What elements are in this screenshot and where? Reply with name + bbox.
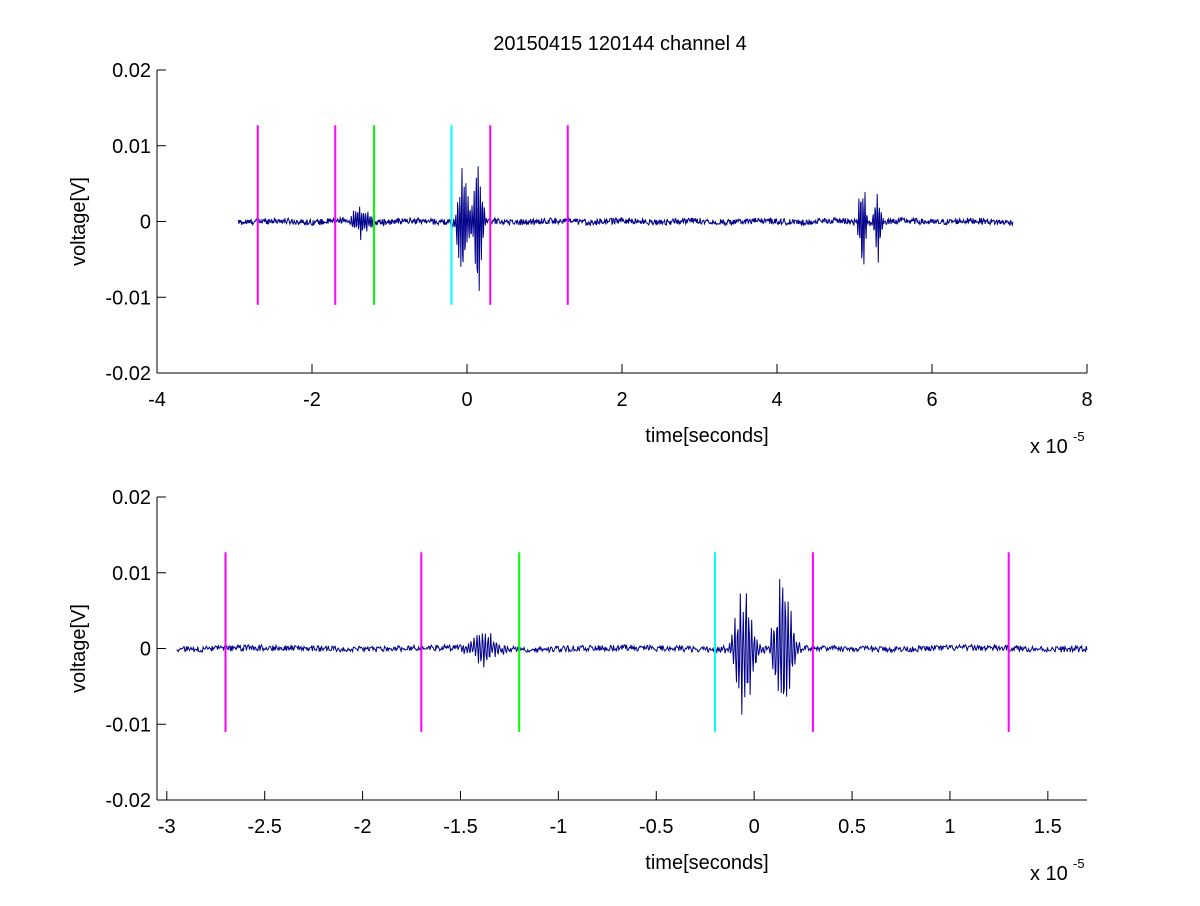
y-tick-label: 0.02 [112, 487, 151, 509]
x-axis-label: time[seconds] [645, 852, 768, 874]
x-exponent: -5 [1073, 429, 1085, 444]
x-tick-label: -2.5 [247, 816, 281, 838]
y-tick-label: -0.01 [105, 287, 151, 309]
x-exponent: -5 [1073, 856, 1085, 871]
x-tick-label: -2 [303, 389, 321, 411]
x-tick-label: 6 [926, 389, 937, 411]
y-axis-label: voltage[V] [68, 177, 90, 266]
x-tick-label: 0 [749, 816, 760, 838]
x-exponent-label: x 10 [1030, 863, 1068, 885]
x-tick-label: 1.5 [1034, 816, 1062, 838]
x-exponent-label: x 10 [1030, 436, 1068, 458]
x-tick-label: 1 [944, 816, 955, 838]
x-tick-label: -2 [354, 816, 372, 838]
series-line [237, 166, 1014, 291]
x-tick-label: 8 [1081, 389, 1092, 411]
x-tick-label: -4 [148, 389, 166, 411]
x-axis-label: time[seconds] [645, 425, 768, 447]
chart-title: 20150415 120144 channel 4 [493, 33, 747, 55]
y-tick-label: -0.02 [105, 790, 151, 812]
x-tick-label: -0.5 [639, 816, 673, 838]
y-tick-label: 0 [140, 639, 151, 661]
y-tick-label: -0.02 [105, 363, 151, 385]
x-tick-label: 4 [771, 389, 782, 411]
y-tick-label: 0.01 [112, 563, 151, 585]
x-tick-label: -3 [158, 816, 176, 838]
y-tick-label: 0.01 [112, 136, 151, 158]
x-tick-label: -1 [549, 816, 567, 838]
axes-bottom: -0.02 -0.01 0 0.01 0.02 -3 -2.5 -2 -1.5 -1 -0.5 0 0.… [68, 487, 1088, 885]
y-tick-label: 0 [140, 212, 151, 234]
y-tick-label: -0.01 [105, 714, 151, 736]
y-tick-label: 0.02 [112, 60, 151, 82]
x-tick-label: 0 [461, 389, 472, 411]
axes-top: -0.02 -0.01 0 0.01 0.02 -4 -2 0 2 4 6 8 time[seconds… [68, 60, 1093, 458]
x-tick-label: 2 [616, 389, 627, 411]
x-tick-label: 0.5 [838, 816, 866, 838]
series-line [176, 579, 1088, 715]
y-axis-label: voltage[V] [68, 604, 90, 693]
x-tick-label: -1.5 [443, 816, 477, 838]
